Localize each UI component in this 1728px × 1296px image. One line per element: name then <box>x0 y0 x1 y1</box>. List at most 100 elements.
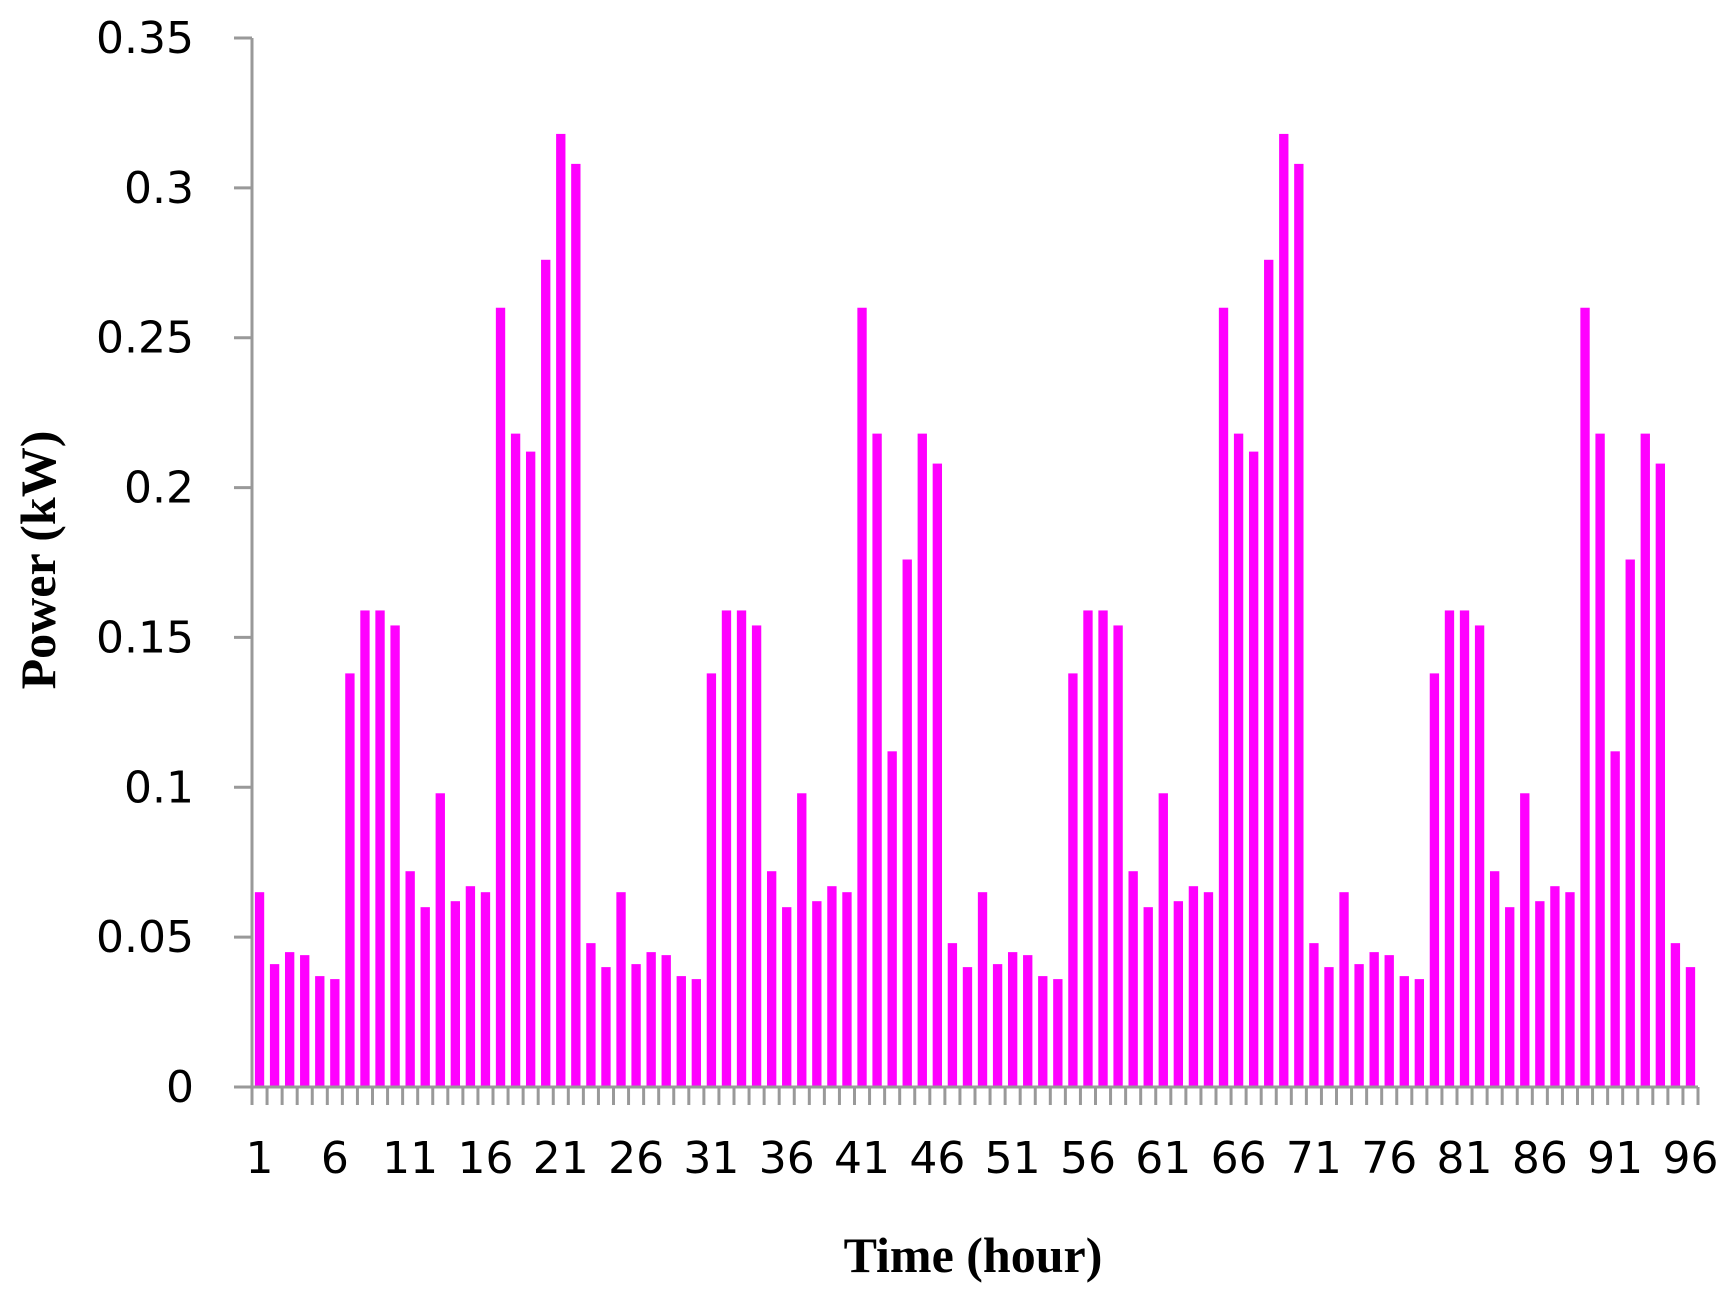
bar-hour-58 <box>1113 625 1123 1087</box>
bar-hour-49 <box>977 892 988 1087</box>
bar-hour-88 <box>1565 892 1575 1087</box>
bar-hour-30 <box>691 979 702 1087</box>
y-tick-label: 0.35 <box>96 13 194 64</box>
bar-hour-86 <box>1535 901 1545 1087</box>
bar-hour-9 <box>375 610 385 1087</box>
bar-series <box>254 133 1696 1088</box>
bar-hour-25 <box>616 892 626 1087</box>
x-tick-label: 66 <box>1211 1133 1267 1184</box>
bar-hour-7 <box>345 673 355 1087</box>
bar-hour-10 <box>390 625 400 1087</box>
bar-hour-51 <box>1007 952 1018 1087</box>
y-tick-label: 0.2 <box>124 463 194 514</box>
x-tick-label: 86 <box>1512 1133 1568 1184</box>
bar-hour-55 <box>1068 673 1078 1087</box>
bar-hour-34 <box>751 625 762 1087</box>
bar-hour-48 <box>962 967 973 1087</box>
x-tick-label: 76 <box>1361 1133 1417 1184</box>
x-tick-label: 41 <box>834 1133 890 1184</box>
y-tick-label: 0.15 <box>96 612 194 663</box>
bar-hour-93 <box>1640 433 1650 1087</box>
bar-hour-13 <box>435 793 445 1087</box>
bar-hour-1 <box>254 892 265 1087</box>
bar-hour-15 <box>465 886 476 1087</box>
x-axis-title: Time (hour) <box>844 1227 1103 1283</box>
bar-hour-40 <box>842 892 852 1087</box>
bar-hour-53 <box>1038 976 1048 1087</box>
bar-hour-92 <box>1625 559 1635 1087</box>
bar-hour-47 <box>947 943 958 1087</box>
bar-hour-73 <box>1339 892 1349 1087</box>
bar-hour-61 <box>1158 793 1168 1087</box>
bar-hour-59 <box>1128 871 1138 1087</box>
bar-hour-80 <box>1444 610 1455 1087</box>
bar-hour-82 <box>1474 625 1485 1087</box>
bar-hour-4 <box>300 955 310 1087</box>
x-tick-label: 21 <box>533 1133 589 1184</box>
y-tick-label: 0 <box>166 1062 194 1113</box>
y-tick-label: 0.05 <box>96 912 194 963</box>
bar-hour-74 <box>1354 964 1364 1087</box>
x-tick-label: 71 <box>1286 1133 1342 1184</box>
bar-hour-44 <box>902 559 912 1087</box>
x-tick-label: 1 <box>246 1133 274 1184</box>
bar-hour-23 <box>586 943 596 1087</box>
bar-hour-14 <box>450 901 461 1087</box>
bar-hour-89 <box>1580 307 1590 1087</box>
x-tick-label: 81 <box>1437 1133 1493 1184</box>
bar-hour-12 <box>420 907 430 1087</box>
x-tick-label: 56 <box>1060 1133 1116 1184</box>
bar-hour-62 <box>1173 901 1184 1087</box>
bar-hour-6 <box>330 979 340 1087</box>
bar-hour-57 <box>1098 610 1108 1087</box>
bar-hour-22 <box>571 163 581 1087</box>
bar-hour-38 <box>812 901 822 1087</box>
bar-hour-17 <box>495 307 506 1087</box>
bar-hour-46 <box>932 463 943 1088</box>
bar-hour-2 <box>269 964 280 1087</box>
bar-hour-5 <box>315 976 325 1087</box>
bar-hour-65 <box>1218 307 1229 1087</box>
x-tick-label: 26 <box>608 1133 664 1184</box>
bar-hour-85 <box>1520 793 1530 1087</box>
y-tick-label: 0.1 <box>124 762 194 813</box>
bar-hour-27 <box>646 952 656 1087</box>
bar-hour-72 <box>1324 967 1334 1087</box>
bar-hour-45 <box>917 433 927 1087</box>
bar-hour-79 <box>1429 673 1440 1087</box>
x-tick-label: 61 <box>1135 1133 1191 1184</box>
x-tick-label: 51 <box>985 1133 1041 1184</box>
bar-hour-16 <box>480 892 491 1087</box>
bar-hour-42 <box>872 433 882 1087</box>
bar-hour-60 <box>1143 907 1153 1087</box>
x-tick-label: 16 <box>457 1133 513 1184</box>
bar-hour-52 <box>1023 955 1033 1087</box>
bar-hour-81 <box>1459 610 1470 1087</box>
bar-hour-43 <box>887 751 897 1087</box>
bar-hour-33 <box>736 610 747 1087</box>
bar-hour-68 <box>1264 259 1274 1087</box>
bar-hour-95 <box>1670 943 1681 1087</box>
bar-hour-20 <box>541 259 551 1087</box>
bar-hour-39 <box>827 886 837 1087</box>
bar-hour-64 <box>1203 892 1214 1087</box>
bar-hour-36 <box>782 907 792 1087</box>
bar-hour-83 <box>1489 871 1500 1087</box>
bar-hour-91 <box>1610 751 1620 1087</box>
x-tick-label: 46 <box>909 1133 965 1184</box>
x-tick-label: 91 <box>1587 1133 1643 1184</box>
bar-hour-96 <box>1685 967 1696 1087</box>
bar-hour-78 <box>1414 979 1425 1087</box>
bar-hour-63 <box>1188 886 1199 1087</box>
bar-hour-18 <box>510 433 521 1087</box>
bar-hour-66 <box>1233 433 1244 1087</box>
x-tick-label: 96 <box>1662 1133 1718 1184</box>
bar-hour-29 <box>676 976 686 1087</box>
bar-hour-67 <box>1248 451 1259 1087</box>
bar-hour-90 <box>1595 433 1605 1087</box>
bar-hour-8 <box>360 610 370 1087</box>
bar-hour-31 <box>706 673 717 1087</box>
bar-hour-84 <box>1505 907 1515 1087</box>
bar-hour-94 <box>1655 463 1666 1088</box>
